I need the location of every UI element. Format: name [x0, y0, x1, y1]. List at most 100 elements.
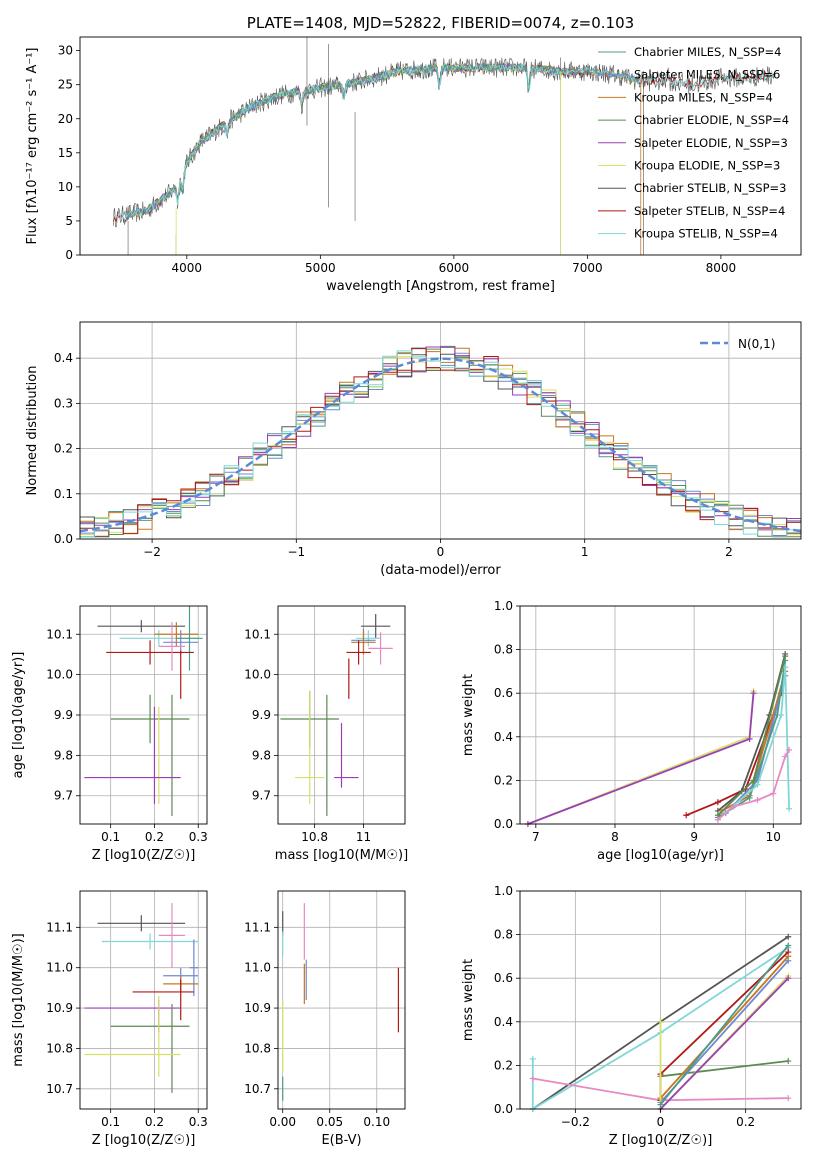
x-axis-label: age [log10(age/yr)] — [597, 848, 724, 863]
y-tick-label: 0.1 — [54, 487, 73, 501]
mass-weight-point — [786, 746, 793, 753]
mass-weight-point — [683, 812, 690, 819]
x-tick-label: 0.1 — [101, 1115, 120, 1129]
y-tick-label: 9.8 — [252, 748, 271, 762]
mass-weight-point — [754, 797, 761, 804]
mass-weight-series — [527, 690, 755, 825]
y-tick-label: 1.0 — [494, 884, 513, 898]
legend-entry: Salpeter ELODIE, N_SSP=3 — [634, 136, 788, 150]
histogram-salpeter_elodie — [80, 346, 801, 531]
y-tick-label: 5 — [65, 214, 73, 228]
y-tick-label: 9.8 — [54, 748, 73, 762]
y-tick-label: 0.6 — [494, 686, 513, 700]
y-tick-label: 0.2 — [494, 1058, 513, 1072]
legend-entry: Salpeter MILES, N_SSP=6 — [634, 68, 780, 82]
mass-weight-point — [657, 1018, 664, 1025]
legend-entry: N(0,1) — [738, 337, 775, 351]
legend-entry: Kroupa ELODIE, N_SSP=3 — [634, 159, 780, 173]
mass-weight-point — [529, 1055, 536, 1062]
y-tick-label: 20 — [58, 112, 73, 126]
mass-weight-point — [746, 735, 753, 742]
y-tick-label: 9.7 — [252, 789, 271, 803]
y-tick-label: 0.3 — [54, 396, 73, 410]
y-tick-label: 0.4 — [494, 730, 513, 744]
y-axis-label: Flux [fλ10⁻¹⁷ erg cm⁻² s⁻¹ A⁻¹] — [25, 48, 40, 245]
x-tick-label: 2 — [725, 545, 733, 559]
spectrum-salpeter_elodie — [125, 62, 561, 220]
x-tick-label: 8000 — [706, 261, 737, 275]
mass-weight-point — [785, 942, 792, 949]
y-tick-label: 15 — [58, 146, 73, 160]
mass-weight-point — [750, 777, 757, 784]
y-tick-label: 10.8 — [244, 1041, 271, 1055]
chart-title: PLATE=1408, MJD=52822, FIBERID=0074, z=0… — [247, 14, 634, 32]
spectrum-chabrier_miles — [125, 62, 642, 219]
axes-frame — [79, 36, 802, 256]
x-tick-label: 0.10 — [363, 1115, 390, 1129]
legend-entry: Kroupa MILES, N_SSP=4 — [634, 90, 773, 104]
mass-weight-series — [531, 946, 789, 1111]
y-tick-label: 0.8 — [494, 928, 513, 942]
histogram-salpeter_stelib — [80, 348, 801, 538]
axes-frame — [79, 890, 208, 1110]
spectrum-chabrier_elodie — [125, 62, 562, 219]
y-tick-label: 11.1 — [244, 920, 271, 934]
spectrum-chabrier_stelib — [113, 57, 775, 228]
y-tick-label: 0.2 — [54, 442, 73, 456]
mass-weight-series — [527, 693, 755, 825]
mass-weight-point — [778, 712, 785, 718]
mass-weight-point — [785, 933, 792, 940]
x-tick-label: 0 — [437, 545, 445, 559]
x-tick-label: 8 — [611, 830, 619, 844]
mass-weight-point — [786, 805, 793, 812]
x-tick-label: 1 — [581, 545, 589, 559]
mass-weight-point — [785, 975, 792, 982]
spectrum-kroupa_elodie — [125, 62, 562, 217]
mass-weight-point — [754, 781, 761, 788]
x-tick-label: 0.2 — [736, 1115, 755, 1129]
x-tick-label: 0.1 — [101, 830, 120, 844]
y-tick-label: 10.1 — [244, 627, 271, 641]
legend-entry: Chabrier ELODIE, N_SSP=4 — [634, 113, 789, 127]
mass-weight-series — [659, 977, 789, 1110]
x-tick-label: 0.00 — [269, 1115, 296, 1129]
x-tick-label: 4000 — [172, 261, 203, 275]
spectrum-kroupa_stelib — [113, 62, 775, 220]
mass-weight-series — [659, 944, 789, 1106]
x-tick-label: 10 — [766, 830, 781, 844]
y-tick-label: 11.0 — [244, 961, 271, 975]
y-axis-label: age [log10(age/yr)] — [11, 652, 26, 779]
x-tick-label: 0.05 — [316, 1115, 343, 1129]
y-tick-label: 0.4 — [54, 351, 73, 365]
mass-weight-point — [714, 816, 721, 823]
mass-weight-point — [770, 790, 777, 797]
y-tick-label: 10.9 — [46, 1001, 73, 1015]
mass-weight-series — [717, 749, 790, 821]
y-tick-label: 25 — [58, 78, 73, 92]
y-tick-label: 10.8 — [46, 1041, 73, 1055]
x-tick-label: 6000 — [439, 261, 470, 275]
mass-weight-point — [782, 653, 789, 660]
x-axis-label: wavelength [Angstrom, rest frame] — [326, 279, 555, 294]
y-tick-label: 11.1 — [46, 920, 73, 934]
mass-weight-point — [785, 1058, 792, 1065]
mass-weight-series — [660, 1060, 789, 1078]
y-tick-label: 0.0 — [54, 532, 73, 546]
x-tick-label: 0.2 — [145, 1115, 164, 1129]
x-tick-label: 10.8 — [301, 830, 328, 844]
mass-weight-point — [746, 794, 753, 801]
axes-frame — [277, 890, 406, 1110]
x-axis-label: (data-model)/error — [380, 563, 501, 578]
y-tick-label: 0.0 — [494, 817, 513, 831]
y-tick-label: 10 — [58, 180, 73, 194]
y-tick-label: 10.9 — [244, 1001, 271, 1015]
x-tick-label: 5000 — [305, 261, 336, 275]
mass-weight-point — [657, 1101, 664, 1108]
legend-entry: Chabrier MILES, N_SSP=4 — [634, 45, 781, 59]
y-tick-label: 0 — [65, 248, 73, 262]
legend-entry: Salpeter STELIB, N_SSP=4 — [634, 204, 785, 218]
y-tick-label: 10.7 — [46, 1082, 73, 1096]
y-tick-label: 10.0 — [46, 668, 73, 682]
x-axis-label: mass [log10(M/M☉)] — [275, 848, 408, 863]
